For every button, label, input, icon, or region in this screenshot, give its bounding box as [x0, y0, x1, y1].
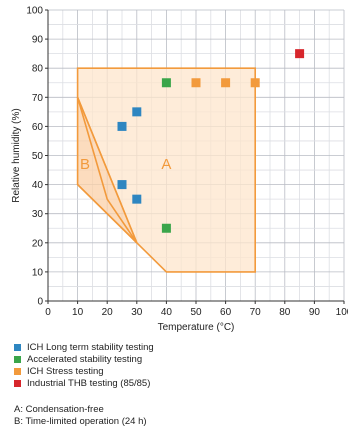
x-axis-title: Temperature (°C) — [158, 322, 235, 333]
y-tick-label: 90 — [32, 35, 44, 46]
region-boundary — [76, 97, 138, 244]
legend-label: Industrial THB testing (85/85) — [27, 377, 151, 389]
y-tick-label: 0 — [37, 297, 43, 308]
regions: AB — [76, 67, 256, 273]
legend-swatch — [14, 355, 21, 363]
legend-item: Industrial THB testing (85/85) — [14, 377, 154, 389]
region-label-a: A — [161, 156, 171, 173]
y-tick-label: 20 — [32, 238, 44, 249]
legend-item: ICH Long term stability testing — [14, 341, 154, 353]
data-point — [117, 121, 127, 131]
y-tick-label: 60 — [32, 122, 44, 133]
x-tick-label: 80 — [279, 307, 291, 318]
data-point — [161, 78, 171, 88]
y-tick-label: 100 — [26, 6, 43, 17]
data-point — [132, 194, 142, 204]
x-tick-label: 20 — [102, 307, 114, 318]
legend: ICH Long term stability testing Accelera… — [14, 341, 154, 389]
x-tick-label: 0 — [45, 307, 51, 318]
x-tick-label: 90 — [309, 307, 321, 318]
y-tick-label: 80 — [32, 64, 44, 75]
x-tick-label: 30 — [131, 307, 143, 318]
region-boundary — [77, 184, 138, 244]
data-point — [250, 78, 260, 88]
y-tick-label: 50 — [32, 151, 44, 162]
note-condensation-free: A: Condensation-free — [14, 404, 104, 415]
legend-item: ICH Stress testing — [14, 365, 154, 377]
points — [117, 49, 305, 233]
legend-label: ICH Long term stability testing — [27, 341, 154, 353]
x-tick-label: 40 — [161, 307, 173, 318]
note-time-limited: B: Time-limited operation (24 h) — [14, 416, 147, 427]
legend-swatch — [14, 367, 21, 375]
notes: A: Condensation-free B: Time-limited ope… — [14, 404, 147, 428]
chart: AB 0102030405060708090100010203040506070… — [11, 6, 348, 334]
data-point — [295, 49, 305, 59]
legend-swatch — [14, 379, 21, 387]
y-tick-label: 30 — [32, 209, 44, 220]
ticks: 0 10 20 30 40 50 60 70 80 90 100 0 10 20 30 40 50 60 70 80 9… — [26, 6, 348, 319]
data-point — [161, 223, 171, 233]
data-point — [132, 107, 142, 117]
x-tick-label: 50 — [190, 307, 202, 318]
region-label-b: B — [80, 156, 90, 173]
legend-item: Accelerated stability testing — [14, 353, 154, 365]
y-tick-label: 40 — [32, 180, 44, 191]
legend-label: ICH Stress testing — [27, 365, 104, 377]
data-point — [117, 180, 127, 190]
y-tick-label: 70 — [32, 93, 44, 104]
x-tick-label: 70 — [250, 307, 262, 318]
x-tick-label: 60 — [220, 307, 232, 318]
y-axis-title: Relative humidity (%) — [11, 108, 22, 202]
legend-swatch — [14, 343, 21, 351]
y-tick-label: 10 — [32, 267, 44, 278]
data-point — [191, 78, 201, 88]
legend-label: Accelerated stability testing — [27, 353, 143, 365]
data-point — [221, 78, 231, 88]
x-tick-label: 10 — [72, 307, 84, 318]
x-tick-label: 100 — [336, 307, 348, 318]
